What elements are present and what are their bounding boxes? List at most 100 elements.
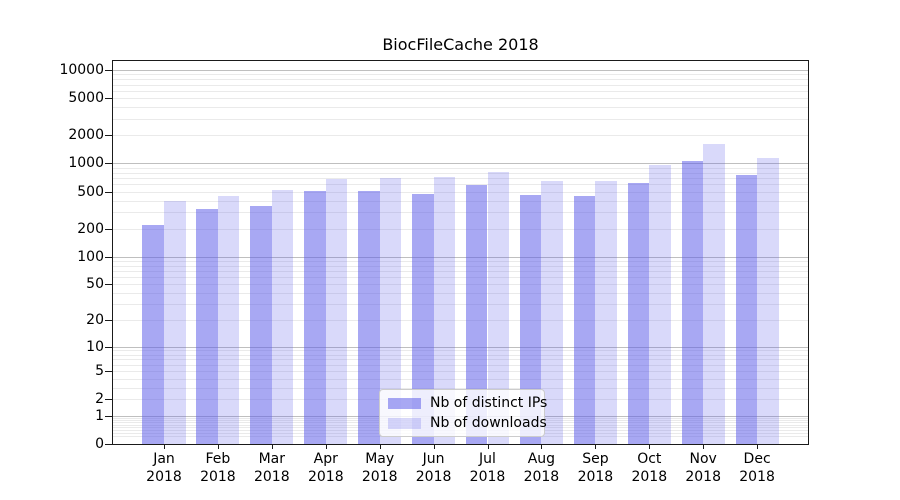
gridline-minor [113,191,808,193]
gridline-minor [113,107,808,109]
x-tick-mark [164,445,165,449]
y-tick-mark [105,70,112,71]
bar-distinct-ips-may [358,190,380,444]
x-tick-label: Feb 2018 [190,450,246,486]
y-tick-mark [105,256,112,258]
x-tick-label: Apr 2018 [298,450,354,486]
bar-downloads-mar [271,190,294,444]
x-tick-year: 2018 [361,469,398,485]
bar-downloads-jan [164,200,186,444]
y-tick-mark [105,320,112,322]
gridline-minor [113,90,808,92]
x-tick-mark [433,445,435,449]
bar-distinct-ips-feb [196,209,218,444]
x-tick-mark [325,445,327,449]
x-tick-year: 2018 [415,469,452,485]
y-tick-mark [105,228,112,230]
x-tick-mark [217,445,219,449]
y-tick-mark [105,443,112,445]
gridline-minor [113,177,808,179]
gridline-minor [113,172,808,174]
gridline-minor [113,364,808,366]
bar-downloads-dec [757,158,779,444]
bar-distinct-ips-nov [681,161,704,444]
x-tick-mark [271,445,273,449]
gridline-minor [113,304,808,306]
x-tick-month: Jun [422,451,445,467]
y-tick-mark [105,98,112,100]
bar-distinct-ips-jun [412,194,434,444]
plot-area [112,60,809,445]
x-tick-mark [379,445,381,449]
y-tick-label: 100 [77,248,104,265]
bar-distinct-ips-mar [250,205,272,444]
gridline-minor [113,387,808,389]
gridline-minor [113,265,808,267]
legend-label-distinct-ips: Nb of distinct IPs [430,395,548,411]
x-tick-label: Dec 2018 [729,450,785,486]
x-tick-month: Dec [743,451,771,467]
bar-downloads-feb [217,196,240,444]
y-tick-label: 5 [95,363,104,380]
bar-downloads-nov [703,144,725,444]
y-tick-label: 10000 [59,62,104,78]
bar-distinct-ips-jan [142,224,164,444]
x-tick-year: 2018 [577,469,614,485]
x-tick-mark [541,445,543,449]
x-tick-year: 2018 [146,469,182,485]
x-tick-label: Mar 2018 [244,450,300,486]
x-tick-label: Jul 2018 [460,450,516,486]
y-tick-mark [105,415,112,417]
bar-downloads-apr [325,178,348,444]
legend-row-downloads: Nb of downloads [388,415,547,431]
x-tick-year: 2018 [469,469,506,485]
gridline-major [113,346,808,348]
gridline-minor [113,270,808,272]
y-tick-mark [105,346,112,348]
legend: Nb of distinct IPs Nb of downloads [379,389,547,437]
gridline-minor [113,359,808,361]
x-tick-month: Jul [479,451,496,467]
bar-downloads-oct [649,164,671,444]
gridline-minor [113,354,808,356]
y-tick-label: 1 [95,407,104,424]
bar-distinct-ips-apr [304,190,326,444]
x-tick-month: Nov [689,451,717,467]
x-tick-year: 2018 [307,469,344,485]
x-tick-mark [757,445,759,449]
gridline-minor [113,378,808,380]
x-tick-label: Sep 2018 [567,450,623,486]
y-tick-label: 0 [95,435,104,452]
x-tick-label: Jan 2018 [136,450,192,486]
x-tick-year: 2018 [631,469,668,485]
x-tick-month: Sep [582,451,609,467]
gridline-minor [113,118,808,120]
x-tick-mark [595,445,597,449]
bar-distinct-ips-dec [735,174,758,444]
bar-distinct-ips-jul [465,184,488,444]
x-tick-month: Jan [153,451,175,467]
legend-swatch-distinct-ips [388,397,421,409]
legend-swatch-downloads [388,417,421,429]
chart-title: BiocFileCache 2018 [382,35,539,54]
x-tick-label: Nov 2018 [675,450,731,486]
x-tick-year: 2018 [253,469,290,485]
y-tick-label: 20 [86,312,104,329]
x-tick-month: Apr [313,451,338,467]
gridline-minor [113,284,808,286]
gridline-minor [113,98,808,100]
gridline-minor [113,167,808,169]
y-tick-mark [105,371,112,373]
gridline-minor [113,212,808,214]
x-tick-month: Oct [637,451,662,467]
y-tick-mark [105,399,112,401]
y-tick-label: 500 [77,183,104,200]
y-tick-mark [105,191,112,193]
gridline-minor [113,371,808,373]
bar-distinct-ips-aug [519,195,542,444]
x-tick-month: Aug [527,451,556,467]
gridline-minor [113,320,808,322]
y-tick-mark [105,135,112,137]
legend-row-distinct-ips: Nb of distinct IPs [388,395,547,411]
